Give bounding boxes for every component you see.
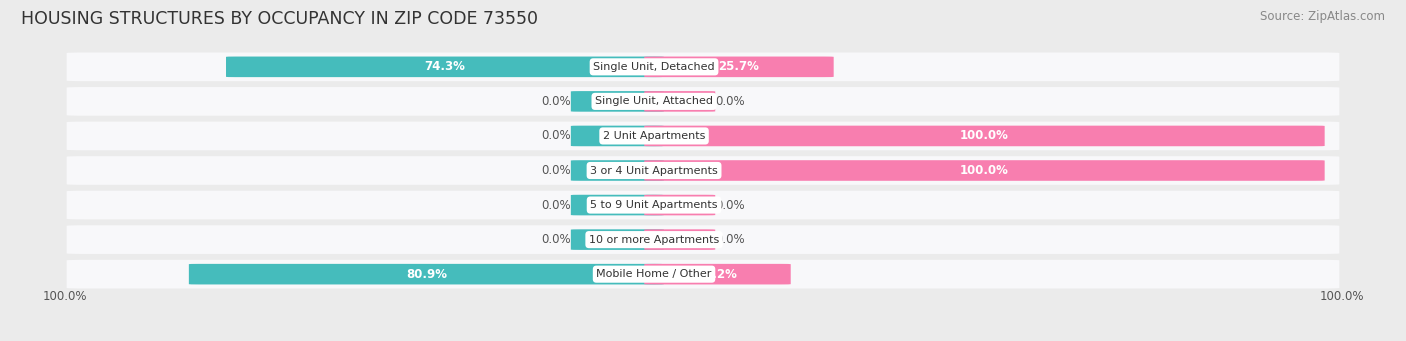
FancyBboxPatch shape: [571, 195, 664, 216]
Text: 3 or 4 Unit Apartments: 3 or 4 Unit Apartments: [591, 165, 718, 176]
Text: 25.7%: 25.7%: [718, 60, 759, 73]
Text: 100.0%: 100.0%: [960, 130, 1010, 143]
Text: 0.0%: 0.0%: [541, 233, 571, 246]
Text: 19.2%: 19.2%: [697, 268, 738, 281]
FancyBboxPatch shape: [571, 229, 664, 250]
Text: 0.0%: 0.0%: [541, 130, 571, 143]
FancyBboxPatch shape: [644, 264, 790, 284]
Text: 10 or more Apartments: 10 or more Apartments: [589, 235, 720, 244]
FancyBboxPatch shape: [644, 160, 1324, 181]
Text: Mobile Home / Other: Mobile Home / Other: [596, 269, 711, 279]
FancyBboxPatch shape: [66, 191, 1340, 219]
FancyBboxPatch shape: [644, 229, 716, 250]
FancyBboxPatch shape: [66, 156, 1340, 185]
FancyBboxPatch shape: [66, 87, 1340, 116]
FancyBboxPatch shape: [571, 160, 664, 181]
Text: 100.0%: 100.0%: [960, 164, 1010, 177]
FancyBboxPatch shape: [644, 91, 716, 112]
Text: 100.0%: 100.0%: [1319, 290, 1364, 303]
Text: 100.0%: 100.0%: [42, 290, 87, 303]
FancyBboxPatch shape: [644, 57, 834, 77]
Text: 0.0%: 0.0%: [716, 233, 745, 246]
Text: 74.3%: 74.3%: [425, 60, 465, 73]
Text: 0.0%: 0.0%: [716, 198, 745, 211]
FancyBboxPatch shape: [571, 125, 664, 146]
FancyBboxPatch shape: [66, 122, 1340, 150]
FancyBboxPatch shape: [644, 125, 1324, 146]
FancyBboxPatch shape: [188, 264, 664, 284]
Text: 0.0%: 0.0%: [541, 95, 571, 108]
Text: 80.9%: 80.9%: [406, 268, 447, 281]
Text: Source: ZipAtlas.com: Source: ZipAtlas.com: [1260, 10, 1385, 23]
Text: 2 Unit Apartments: 2 Unit Apartments: [603, 131, 706, 141]
Text: Single Unit, Attached: Single Unit, Attached: [595, 97, 713, 106]
FancyBboxPatch shape: [66, 260, 1340, 288]
FancyBboxPatch shape: [226, 57, 664, 77]
FancyBboxPatch shape: [571, 91, 664, 112]
Text: Single Unit, Detached: Single Unit, Detached: [593, 62, 714, 72]
Text: 5 to 9 Unit Apartments: 5 to 9 Unit Apartments: [591, 200, 718, 210]
Text: 0.0%: 0.0%: [716, 95, 745, 108]
FancyBboxPatch shape: [66, 53, 1340, 81]
FancyBboxPatch shape: [66, 225, 1340, 254]
Text: 0.0%: 0.0%: [541, 164, 571, 177]
FancyBboxPatch shape: [644, 195, 716, 216]
Text: 0.0%: 0.0%: [541, 198, 571, 211]
Text: HOUSING STRUCTURES BY OCCUPANCY IN ZIP CODE 73550: HOUSING STRUCTURES BY OCCUPANCY IN ZIP C…: [21, 10, 538, 28]
